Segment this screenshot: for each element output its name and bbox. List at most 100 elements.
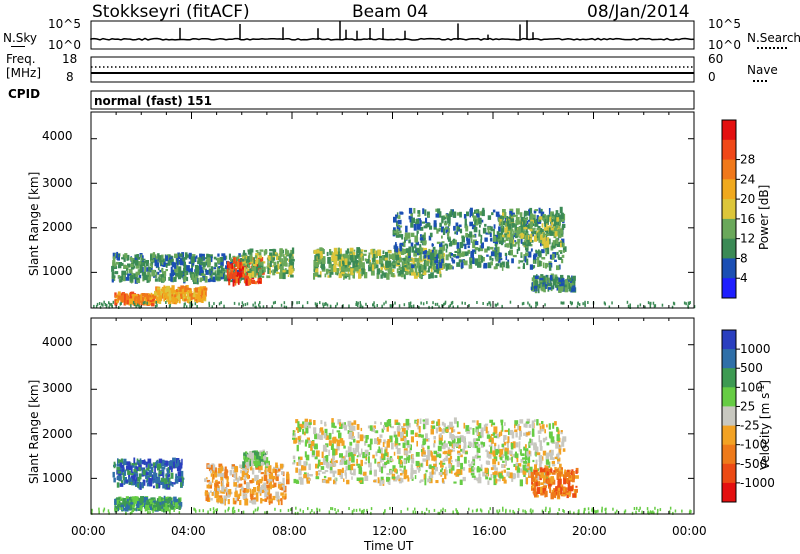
data-cell — [406, 445, 411, 448]
data-cell — [148, 499, 153, 502]
data-cell — [482, 471, 486, 477]
data-cell — [430, 452, 433, 458]
data-cell — [422, 458, 427, 462]
data-cell — [545, 240, 550, 248]
data-cell — [125, 501, 129, 504]
data-cell — [170, 472, 174, 479]
data-cell — [269, 269, 272, 275]
data-cell — [279, 264, 282, 267]
data-cell — [234, 257, 237, 265]
ground-scatter-cell — [322, 302, 324, 306]
data-cell — [128, 268, 131, 273]
data-cell — [144, 299, 147, 306]
ground-scatter-cell — [449, 303, 452, 307]
data-cell — [135, 462, 138, 466]
ground-scatter-cell — [189, 301, 191, 305]
data-cell — [221, 473, 225, 479]
data-cell — [308, 422, 312, 425]
data-cell — [430, 425, 433, 429]
data-cell — [266, 275, 271, 279]
data-cell — [448, 463, 452, 469]
data-cell — [221, 253, 226, 257]
ground-scatter-cell — [335, 511, 337, 515]
data-cell — [517, 266, 521, 269]
ground-scatter-cell — [381, 304, 383, 308]
data-cell — [247, 270, 251, 273]
data-cell — [347, 464, 352, 471]
data-cell — [376, 268, 380, 275]
ground-scatter-cell — [577, 301, 579, 305]
data-cell — [127, 263, 131, 268]
data-cell — [511, 212, 515, 216]
data-cell — [360, 249, 364, 252]
data-cell — [546, 442, 550, 446]
data-cell — [121, 262, 124, 266]
data-cell — [566, 283, 569, 289]
data-cell — [546, 230, 549, 237]
data-cell — [145, 504, 149, 509]
data-cell — [158, 480, 162, 484]
data-cell — [533, 275, 537, 280]
data-cell — [457, 443, 461, 446]
data-cell — [209, 490, 212, 493]
data-cell — [220, 476, 223, 481]
data-cell — [476, 442, 479, 446]
data-cell — [206, 479, 211, 483]
station-title: Stokkseyri (fitACF) — [92, 2, 250, 22]
data-cell — [356, 477, 361, 481]
nsky-label: N.Sky — [3, 31, 38, 45]
data-cell — [555, 486, 558, 492]
data-cell — [371, 264, 375, 271]
ground-scatter-cell — [280, 303, 283, 307]
data-cell — [497, 461, 500, 466]
data-cell — [312, 450, 315, 456]
data-cell — [503, 438, 506, 443]
data-cell — [140, 496, 144, 501]
data-cell — [233, 474, 236, 478]
data-cell — [534, 285, 538, 292]
ground-scatter-cell — [322, 304, 325, 308]
data-cell — [447, 217, 451, 224]
data-cell — [325, 443, 329, 448]
data-cell — [228, 280, 231, 286]
ground-scatter-cell — [290, 508, 292, 512]
data-cell — [232, 274, 235, 280]
data-cell — [541, 424, 545, 430]
data-cell — [560, 274, 564, 281]
data-cell — [466, 238, 471, 245]
ground-scatter-cell — [96, 302, 99, 306]
data-cell — [298, 459, 302, 466]
ground-scatter-cell — [91, 508, 93, 512]
data-cell — [305, 439, 309, 443]
data-cell — [111, 279, 114, 283]
data-cell — [510, 218, 515, 223]
data-cell — [345, 267, 347, 272]
data-cell — [317, 253, 320, 260]
data-cell — [317, 459, 321, 467]
data-cell — [554, 469, 559, 472]
ground-scatter-cell — [241, 301, 244, 305]
data-cell — [279, 272, 283, 279]
data-cell — [255, 460, 257, 468]
data-cell — [396, 448, 401, 455]
data-cell — [266, 481, 269, 484]
data-cell — [549, 449, 552, 453]
data-cell — [540, 492, 544, 496]
data-cell — [461, 251, 466, 257]
data-cell — [210, 273, 213, 280]
ground-scatter-cell — [595, 510, 598, 514]
data-cell — [144, 297, 148, 300]
data-cell — [458, 229, 461, 232]
data-cell — [529, 238, 532, 243]
data-cell — [220, 482, 223, 487]
ground-scatter-cell — [306, 301, 309, 305]
beam-title: Beam 04 — [352, 2, 429, 22]
ground-scatter-cell — [442, 507, 444, 511]
data-cell — [244, 460, 247, 464]
data-cell — [136, 462, 140, 465]
data-cell — [406, 451, 409, 454]
data-cell — [519, 430, 522, 437]
data-cell — [304, 421, 309, 426]
data-cell — [325, 479, 330, 484]
data-cell — [556, 217, 560, 222]
